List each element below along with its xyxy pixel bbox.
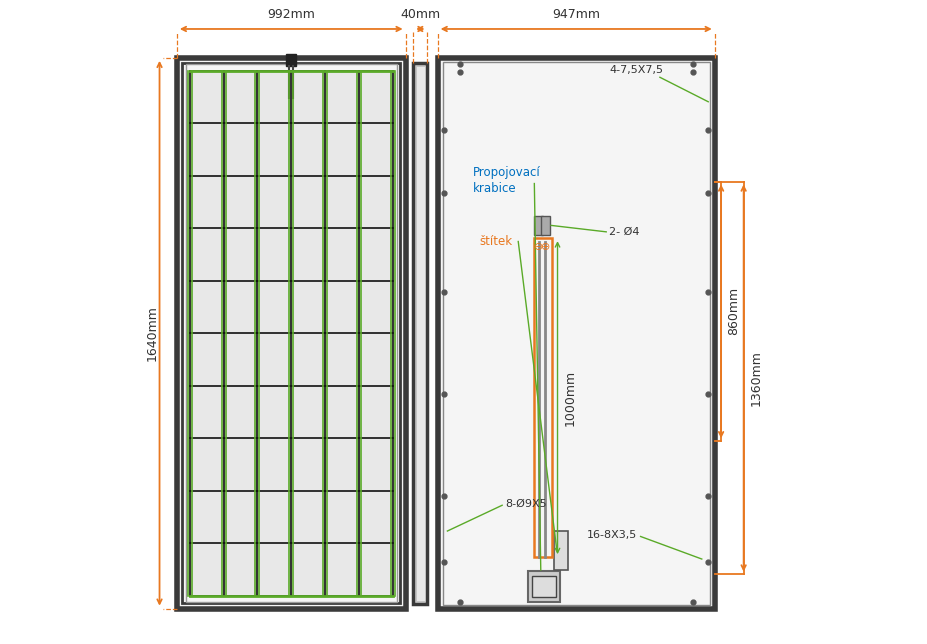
Text: ⊖: ⊖ [534,242,543,252]
Text: 4-7,5X7,5: 4-7,5X7,5 [609,64,663,75]
Bar [438,58,715,609]
Bar [182,63,400,603]
Bar [190,71,393,596]
Text: 16-8X3,5: 16-8X3,5 [587,529,638,540]
Bar [553,531,568,570]
Text: 1000mm: 1000mm [564,370,577,426]
Text: štítek: štítek [479,235,513,248]
Text: Propojovací
krabice: Propojovací krabice [473,166,541,195]
Bar [534,238,552,557]
Text: 947mm: 947mm [552,8,600,21]
Bar [532,576,556,597]
Bar [416,66,425,601]
Bar [177,58,405,609]
Bar [438,58,715,609]
Bar [413,63,427,604]
Text: 1360mm: 1360mm [750,350,763,406]
Text: 8-Ø9X5: 8-Ø9X5 [505,498,547,508]
Bar [540,216,550,235]
Bar [286,54,297,66]
Text: 2- Ø4: 2- Ø4 [609,227,640,237]
Text: 1640mm: 1640mm [146,305,159,361]
Bar [177,58,405,609]
Text: 40mm: 40mm [400,8,440,21]
Bar [534,216,543,235]
Text: 992mm: 992mm [267,8,315,21]
Text: ⊕: ⊕ [540,242,550,252]
Bar [527,571,560,602]
Bar [186,64,397,602]
Bar [443,62,709,605]
Text: 860mm: 860mm [728,287,741,336]
